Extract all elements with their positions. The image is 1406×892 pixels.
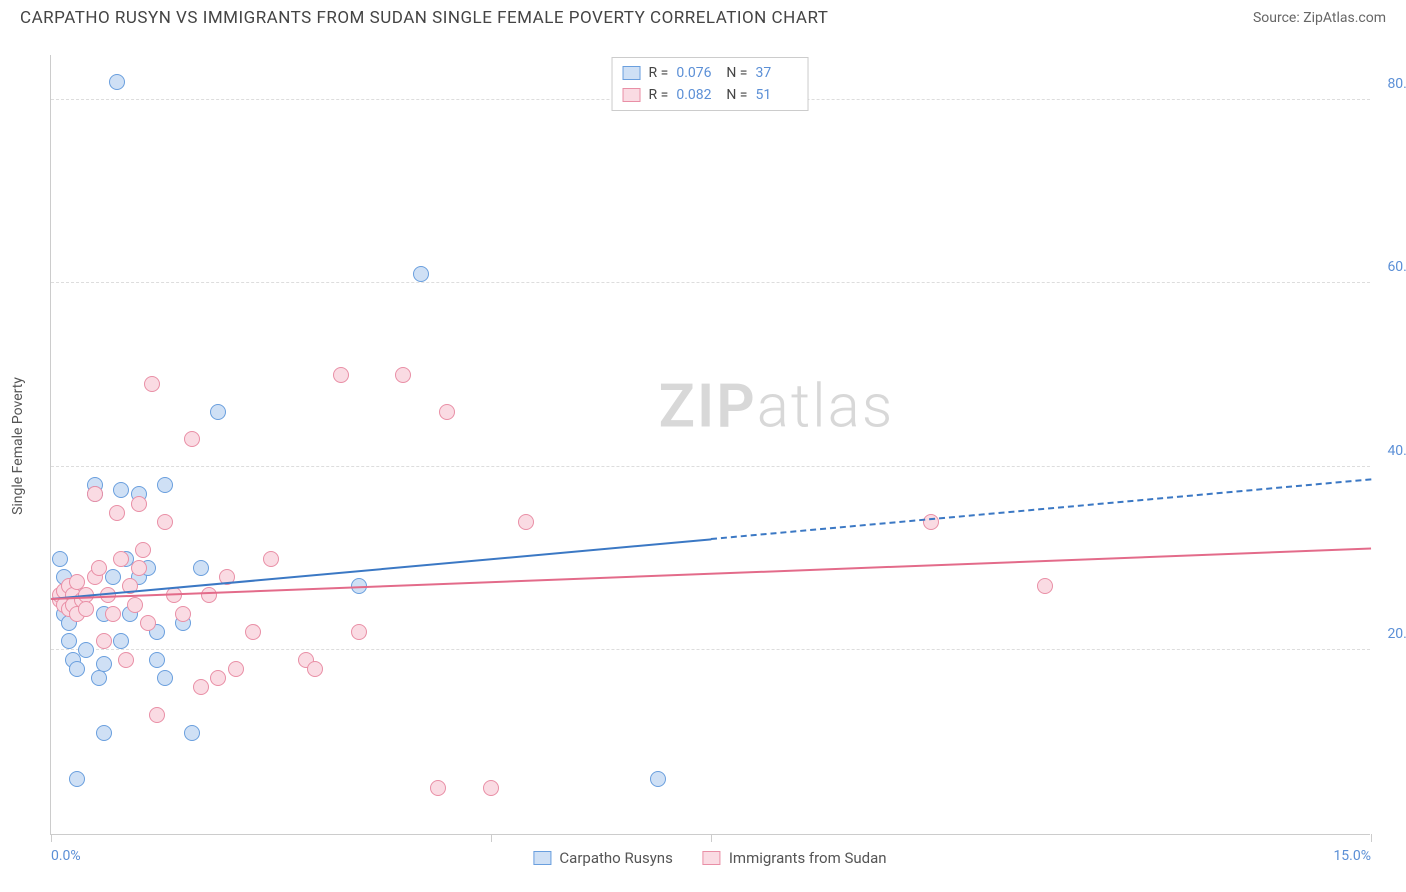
data-point [149,707,165,723]
data-point [52,551,68,567]
data-point [109,505,125,521]
data-point [61,633,77,649]
gridline [51,649,1370,650]
data-point [307,661,323,677]
data-point [131,496,147,512]
swatch-icon [533,851,551,865]
data-point [430,780,446,796]
data-point [395,367,411,383]
data-point [131,560,147,576]
regression-line [711,479,1371,541]
data-point [193,560,209,576]
data-point [78,601,94,617]
data-point [184,431,200,447]
n-value-1: 51 [755,84,797,106]
data-point [91,670,107,686]
data-point [113,633,129,649]
data-point [210,670,226,686]
data-point [96,633,112,649]
chart-title: CARPATHO RUSYN VS IMMIGRANTS FROM SUDAN … [20,8,828,28]
data-point [184,725,200,741]
x-tick [51,834,52,842]
data-point [135,542,151,558]
data-point [413,266,429,282]
x-tick [711,834,712,842]
data-point [245,624,261,640]
data-point [127,597,143,613]
data-point [91,560,107,576]
regression-line [51,548,1371,600]
data-point [149,652,165,668]
x-tick-label: 0.0% [51,848,81,864]
data-point [650,771,666,787]
data-point [140,615,156,631]
data-point [157,514,173,530]
data-point [518,514,534,530]
legend-label-1: Immigrants from Sudan [729,849,887,867]
data-point [96,725,112,741]
data-point [144,376,160,392]
r-value-0: 0.076 [676,62,718,84]
data-point [263,551,279,567]
data-point [105,569,121,585]
series-legend: Carpatho Rusyns Immigrants from Sudan [533,849,886,867]
y-axis-title: Single Female Poverty [10,377,26,515]
plot-area: ZIPatlas 20.0%40.0%60.0%80.0%0.0%15.0% [50,55,1370,835]
data-point [483,780,499,796]
legend-item-1: Immigrants from Sudan [703,849,887,867]
data-point [193,679,209,695]
scatter-chart: ZIPatlas 20.0%40.0%60.0%80.0%0.0%15.0% R… [50,55,1370,835]
swatch-icon [703,851,721,865]
y-tick-label: 60.0% [1387,259,1406,275]
y-tick-label: 40.0% [1387,443,1406,459]
legend-label-0: Carpatho Rusyns [559,849,672,867]
data-point [923,514,939,530]
data-point [118,652,134,668]
data-point [333,367,349,383]
legend-row-series-0: R =0.076 N =37 [623,62,798,84]
data-point [69,771,85,787]
x-tick [491,834,492,842]
swatch-series-1 [623,88,641,102]
y-tick-label: 80.0% [1387,76,1406,92]
x-tick-label: 15.0% [1333,848,1371,864]
data-point [157,670,173,686]
swatch-series-0 [623,66,641,80]
data-point [78,642,94,658]
source-attribution: Source: ZipAtlas.com [1253,10,1386,26]
x-tick [1371,834,1372,842]
data-point [351,624,367,640]
data-point [1037,578,1053,594]
n-value-0: 37 [755,62,797,84]
data-point [228,661,244,677]
data-point [439,404,455,420]
legend-item-0: Carpatho Rusyns [533,849,672,867]
gridline [51,282,1370,283]
gridline [51,466,1370,467]
y-tick-label: 20.0% [1387,626,1406,642]
data-point [210,404,226,420]
data-point [201,587,217,603]
data-point [157,477,173,493]
data-point [113,551,129,567]
r-value-1: 0.082 [676,84,718,106]
data-point [69,661,85,677]
data-point [96,656,112,672]
data-point [109,74,125,90]
data-point [87,486,103,502]
correlation-legend: R =0.076 N =37 R =0.082 N =51 [612,57,809,111]
watermark: ZIPatlas [659,370,895,441]
data-point [113,482,129,498]
data-point [175,606,191,622]
legend-row-series-1: R =0.082 N =51 [623,84,798,106]
data-point [105,606,121,622]
